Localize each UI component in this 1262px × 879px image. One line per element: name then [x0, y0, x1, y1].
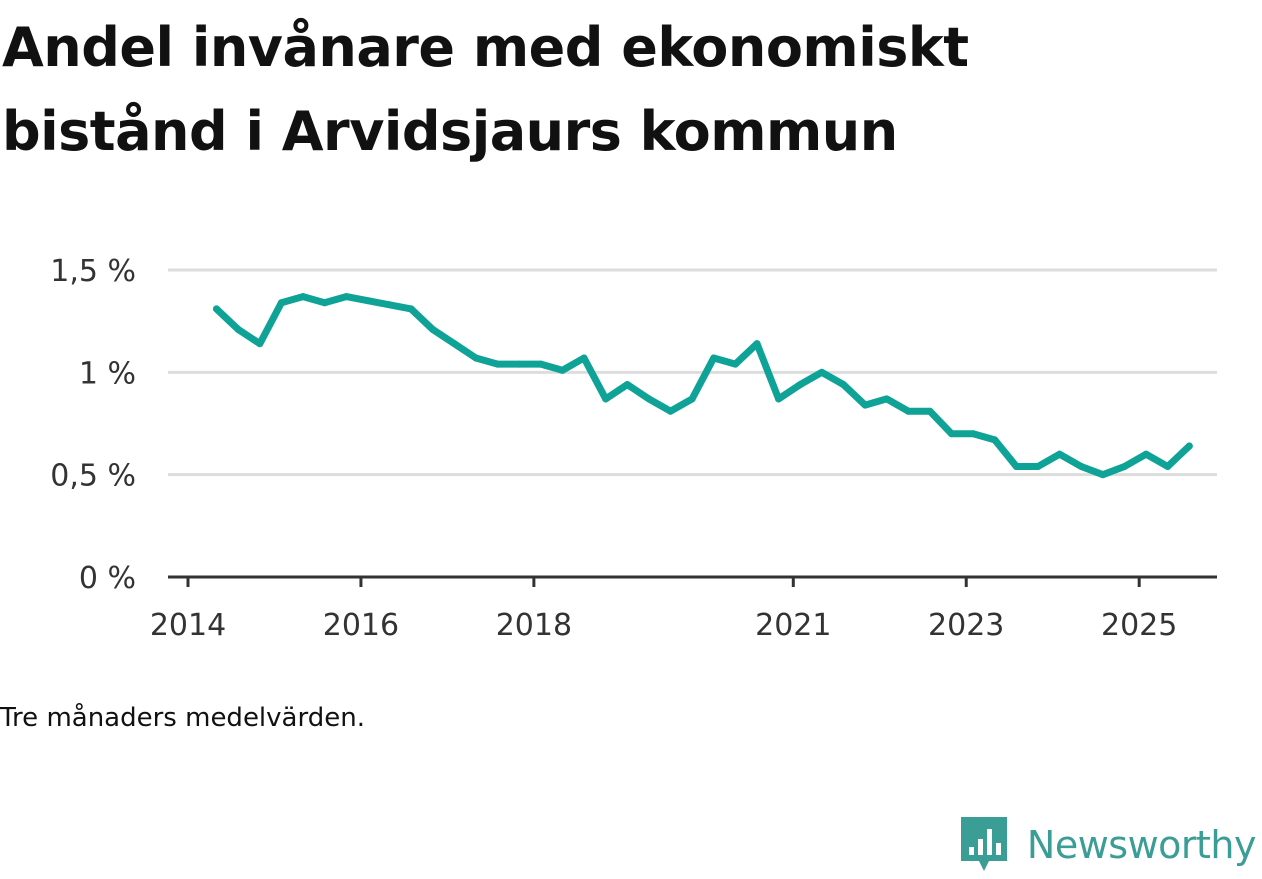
data-point — [364, 297, 372, 305]
data-point — [861, 401, 869, 409]
data-point — [623, 381, 631, 389]
y-tick-label: 1,5 % — [50, 254, 136, 289]
data-point — [213, 305, 221, 313]
x-tick-label: 2016 — [323, 608, 399, 643]
x-axis-labels: 2014 2016 2018 2021 2023 2025 — [150, 608, 1178, 643]
data-point — [948, 430, 956, 438]
data-point — [796, 381, 804, 389]
x-tick-label: 2025 — [1101, 608, 1177, 643]
data-point — [904, 407, 912, 415]
line-chart: 0 % 0,5 % 1 % 1,5 % 2014 2016 2018 2021 2023 202… — [50, 254, 1217, 643]
data-point — [667, 407, 675, 415]
data-point — [1142, 450, 1150, 458]
gridlines — [168, 268, 1217, 477]
data-point — [883, 395, 891, 403]
data-point — [1099, 471, 1107, 479]
data-point — [321, 299, 329, 307]
data-point — [472, 354, 480, 362]
data-point — [1077, 462, 1085, 470]
data-point — [731, 360, 739, 368]
data-point — [753, 340, 761, 348]
data-point — [1164, 462, 1172, 470]
data-point — [1120, 462, 1128, 470]
data-point — [407, 305, 415, 313]
y-tick-label: 1 % — [79, 356, 136, 391]
data-point — [234, 325, 242, 333]
data-point — [299, 293, 307, 301]
data-point — [818, 368, 826, 376]
data-point — [602, 395, 610, 403]
data-point — [429, 325, 437, 333]
data-point — [1056, 450, 1064, 458]
x-tick-label: 2023 — [928, 608, 1004, 643]
data-point — [1012, 462, 1020, 470]
data-point — [385, 301, 393, 309]
data-point — [515, 360, 523, 368]
x-axis — [168, 575, 1217, 587]
y-tick-label: 0,5 % — [50, 459, 136, 494]
brand-name: Newsworthy — [1026, 823, 1257, 867]
data-point — [558, 366, 566, 374]
x-tick-label: 2018 — [496, 608, 572, 643]
data-point — [256, 340, 264, 348]
data-point — [580, 354, 588, 362]
data-point — [775, 395, 783, 403]
data-point — [1185, 442, 1193, 450]
brand-logo: Newsworthy — [959, 815, 1257, 875]
newsworthy-logo-icon — [960, 817, 1007, 871]
data-point — [277, 299, 285, 307]
data-point — [991, 436, 999, 444]
x-tick-label: 2014 — [150, 608, 226, 643]
data-point — [537, 360, 545, 368]
data-point — [342, 293, 350, 301]
chart-caption: Tre månaders medelvärden. — [0, 703, 365, 733]
series-layer — [213, 293, 1193, 479]
y-axis-labels: 0 % 0,5 % 1 % 1,5 % — [50, 254, 136, 596]
chart-title: Andel invånare med ekonomiskt bistånd i … — [2, 16, 969, 163]
series-line-0 — [213, 293, 1193, 479]
x-tick-label: 2021 — [755, 608, 831, 643]
data-point — [926, 407, 934, 415]
data-point — [839, 381, 847, 389]
data-point — [450, 340, 458, 348]
data-point — [688, 395, 696, 403]
data-point — [969, 430, 977, 438]
y-tick-label: 0 % — [79, 561, 136, 596]
data-point — [1034, 462, 1042, 470]
data-point — [710, 354, 718, 362]
data-point — [494, 360, 502, 368]
data-point — [645, 395, 653, 403]
